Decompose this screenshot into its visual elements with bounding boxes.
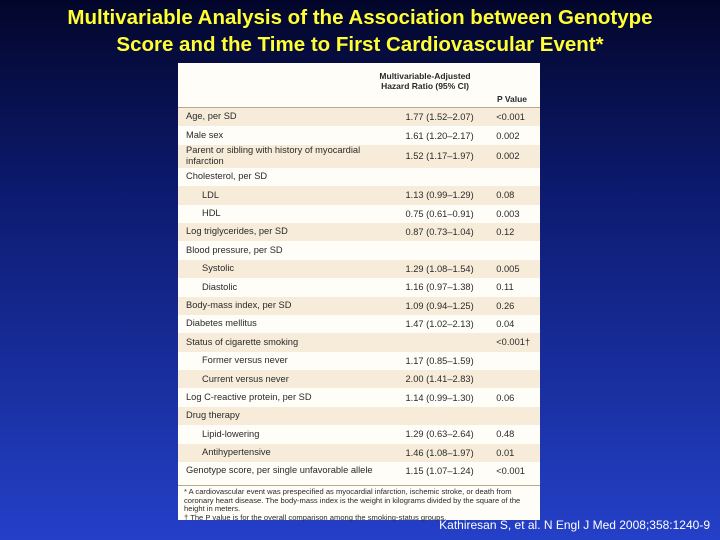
table-row: Systolic 1.29 (1.08–1.54) 0.005 [178, 259, 540, 279]
row-label: Drug therapy [186, 410, 240, 421]
hazard-ratio: 1.29 (1.08–1.54) [405, 263, 474, 274]
table-row: Parent or sibling with history of myocar… [178, 144, 540, 168]
column-header: Multivariable-Adjusted Hazard Ratio (95%… [379, 71, 471, 91]
p-value: 0.12 [496, 227, 515, 238]
hazard-ratio: 1.46 (1.08–1.97) [405, 447, 474, 458]
hazard-ratio: 0.87 (0.73–1.04) [405, 227, 474, 238]
row-label: HDL [202, 208, 221, 218]
row-label: Former versus never [202, 355, 288, 366]
table-row: Current versus never 2.00 (1.41–2.83) [178, 370, 540, 389]
p-value: <0.001 [496, 466, 525, 477]
p-value: <0.001† [496, 337, 531, 348]
footnote: † The P value is for the overall compari… [184, 512, 447, 522]
table-row: Genotype score, per single unfavorable a… [178, 462, 540, 480]
hazard-ratio: 1.29 (0.63–2.64) [405, 429, 474, 440]
p-value: 0.04 [496, 319, 515, 330]
row-label: LDL [202, 189, 220, 200]
hazard-ratio: 1.17 (0.85–1.59) [405, 355, 474, 366]
column-header: P Value [496, 94, 528, 104]
footnote: * A cardiovascular event was prespecifie… [184, 487, 521, 514]
footnotes: * A cardiovascular event was prespecifie… [178, 485, 540, 524]
table-row: Blood pressure, per SD [178, 241, 540, 259]
hazard-ratio: 1.09 (0.94–1.25) [405, 300, 474, 311]
row-label: Log C-reactive protein, per SD [186, 391, 312, 402]
table-body: Age, per SD 1.77 (1.52–2.07) <0.001 Male se… [178, 108, 540, 480]
hazard-ratio: 1.13 (0.99–1.29) [405, 190, 474, 201]
p-value: 0.002 [496, 130, 520, 141]
hazard-ratio: 2.00 (1.41–2.83) [405, 374, 474, 385]
p-value: 0.11 [496, 282, 514, 293]
table-row: Male sex 1.61 (1.20–2.17) 0.002 [178, 126, 540, 144]
table-row: Body-mass index, per SD 1.09 (0.94–1.25) 0… [178, 296, 540, 315]
table-row: Status of cigarette smoking <0.001† [178, 333, 540, 352]
slide-title: Multivariable Analysis of the Associatio… [67, 6, 653, 56]
row-label: Systolic [202, 263, 235, 274]
citation: Kathiresan S, et al. N Engl J Med 2008;3… [439, 518, 710, 532]
p-value: 0.01 [496, 447, 515, 458]
table-row: Diastolic 1.16 (0.97–1.38) 0.11 [178, 278, 540, 296]
p-value: 0.06 [496, 392, 515, 403]
table-row: HDL 0.75 (0.61–0.91) 0.003 [178, 205, 540, 223]
table-header: Multivariable-Adjusted Hazard Ratio (95%… [178, 70, 540, 108]
table-row: Log C-reactive protein, per SD 1.14 (0.99… [178, 388, 540, 406]
row-label: Body-mass index, per SD [186, 299, 292, 310]
row-label: Genotype score, per single unfavorable a… [186, 465, 373, 476]
table-row: Age, per SD 1.77 (1.52–2.07) <0.001 [178, 108, 540, 127]
row-label: Status of cigarette smoking [186, 336, 299, 347]
p-value: 0.005 [496, 263, 520, 274]
p-value: 0.26 [496, 300, 515, 311]
row-label: Current versus never [202, 373, 289, 384]
row-label: Cholesterol, per SD [186, 171, 268, 182]
hazard-ratio: 0.75 (0.61–0.91) [405, 208, 474, 219]
hazard-ratio: 1.52 (1.17–1.97) [405, 151, 474, 162]
row-label: Diastolic [202, 281, 238, 292]
p-value: 0.002 [496, 151, 520, 162]
table-row: Former versus never 1.17 (0.85–1.59) [178, 352, 540, 370]
p-value: 0.08 [496, 190, 515, 201]
row-label: Age, per SD [186, 111, 237, 122]
table-row: Log triglycerides, per SD 0.87 (0.73–1.04… [178, 222, 540, 242]
row-label: Male sex [186, 129, 224, 140]
table-row: Lipid-lowering 1.29 (0.63–2.64) 0.48 [178, 425, 540, 443]
row-label: Lipid-lowering [202, 428, 260, 439]
p-value: 0.48 [496, 429, 515, 440]
row-label: Diabetes mellitus [186, 318, 257, 329]
p-value: <0.001 [496, 112, 525, 123]
row-label: Antihypertensive [202, 447, 271, 458]
table-row: Antihypertensive 1.46 (1.08–1.97) 0.01 [178, 443, 540, 463]
table-row: LDL 1.13 (0.99–1.29) 0.08 [178, 186, 540, 205]
table-row: Drug therapy [178, 406, 540, 426]
hazard-ratio: 1.15 (1.07–1.24) [405, 466, 474, 477]
p-value: 0.003 [496, 208, 520, 219]
table-row: Diabetes mellitus 1.47 (1.02–2.13) 0.04 [178, 315, 540, 333]
table: Multivariable-Adjusted Hazard Ratio (95%… [178, 63, 540, 521]
table-row: Cholesterol, per SD [178, 168, 540, 186]
row-label: Parent or sibling with history of myocar… [186, 144, 361, 167]
hazard-ratio: 1.47 (1.02–2.13) [405, 319, 474, 330]
hazard-ratio: 1.61 (1.20–2.17) [405, 130, 474, 141]
hazard-ratio: 1.16 (0.97–1.38) [405, 282, 474, 293]
row-label: Log triglycerides, per SD [186, 226, 288, 237]
hazard-ratio: 1.77 (1.52–2.07) [405, 112, 474, 123]
row-label: Blood pressure, per SD [186, 244, 283, 255]
hazard-ratio: 1.14 (0.99–1.30) [405, 392, 474, 403]
